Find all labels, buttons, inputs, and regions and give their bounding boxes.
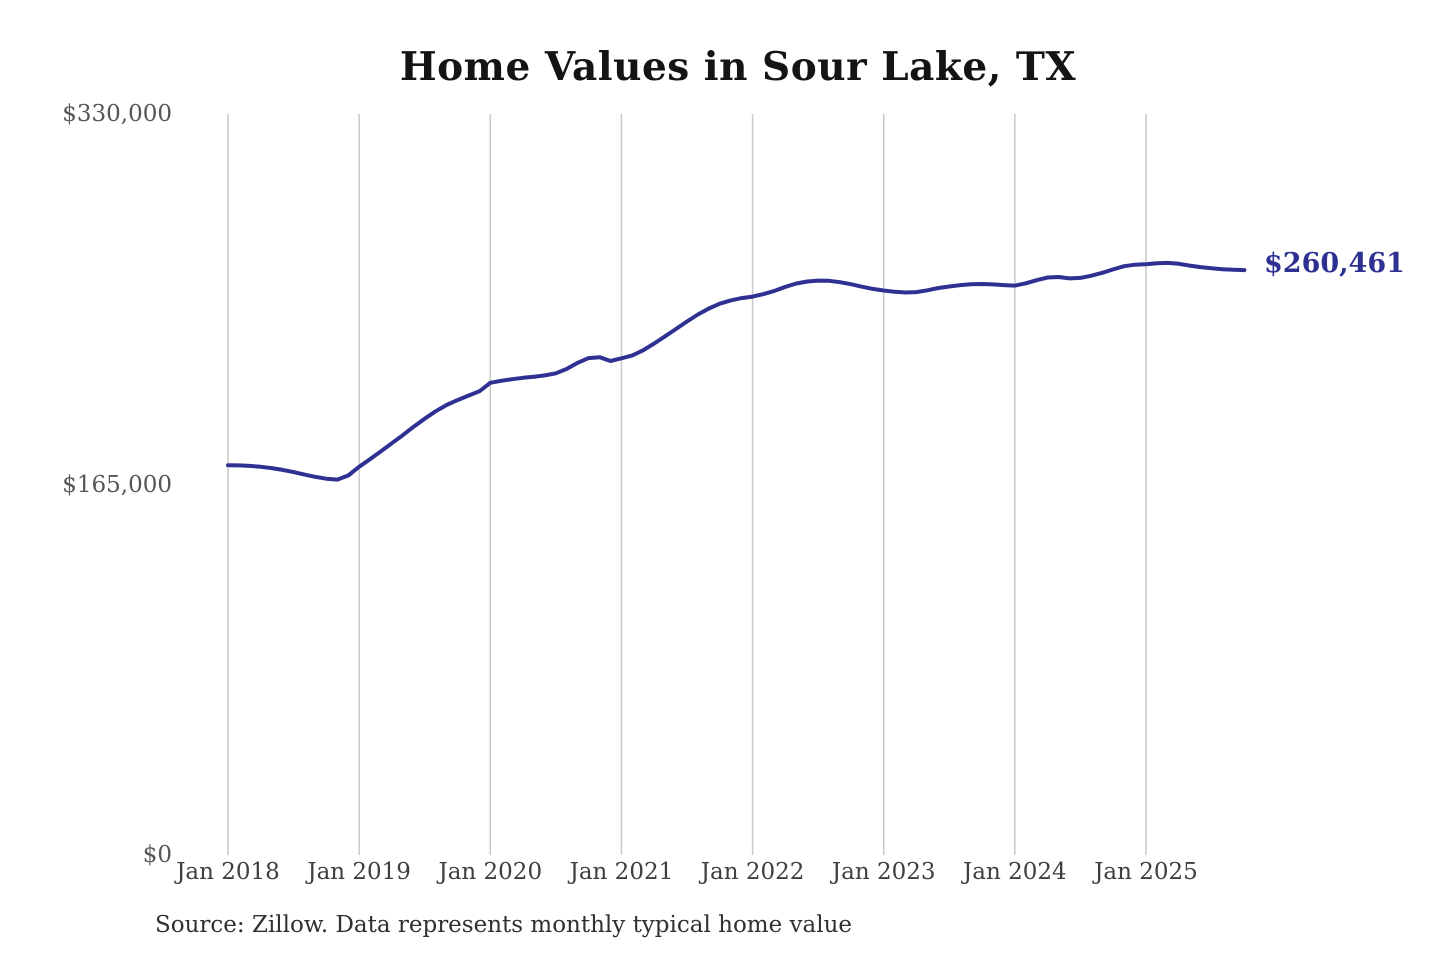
x-tick-label: Jan 2021: [569, 859, 674, 885]
x-tick-label: Jan 2023: [831, 859, 936, 885]
x-tick-label: Jan 2019: [307, 859, 411, 885]
y-tick-label: $165,000: [62, 471, 172, 498]
x-tick-label: Jan 2020: [438, 859, 543, 885]
x-tick-label: Jan 2022: [700, 859, 805, 885]
latest-value-label: $260,461: [1264, 248, 1405, 279]
y-tick-label: $330,000: [62, 101, 172, 127]
x-tick-label: Jan 2025: [1094, 859, 1198, 885]
home-value-series-line: [226, 260, 1247, 482]
source-note: Source: Zillow. Data represents monthly …: [155, 912, 853, 938]
chart-title: Home Values in Sour Lake, TX: [399, 44, 1077, 90]
y-tick-label: $0: [142, 842, 172, 868]
x-tick-label: Jan 2018: [176, 859, 280, 885]
x-tick-label: Jan 2024: [963, 859, 1067, 885]
